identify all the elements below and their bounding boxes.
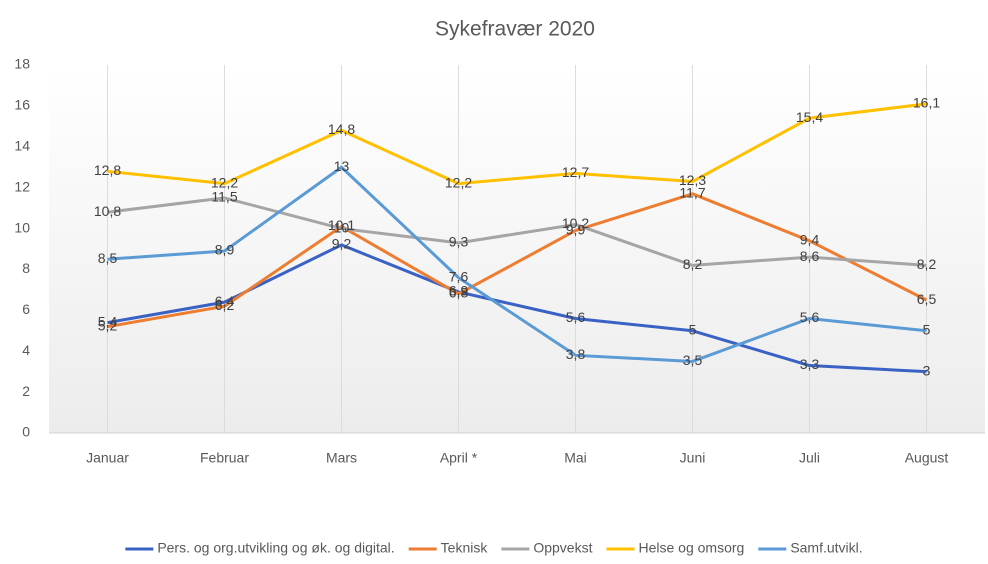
y-tick-label: 10 [14,219,30,235]
data-label: 6,4 [215,293,235,309]
series-line [107,192,928,329]
data-label: 3,5 [683,352,703,368]
y-tick-label: 12 [14,178,30,194]
y-tick-label: 16 [14,97,30,113]
data-label: 9,3 [449,234,469,250]
data-label: 12,7 [562,164,589,180]
data-label: 8,6 [800,248,820,264]
data-label: 5,4 [98,313,118,329]
data-label: 6,8 [449,285,469,301]
data-label: 5,6 [566,309,586,325]
x-tick-label: Mars [326,450,357,466]
x-tick-label: Februar [200,450,249,466]
data-label: 16,1 [913,95,940,111]
data-label: 10,8 [94,203,121,219]
x-tick-label: Januar [86,450,129,466]
data-label: 9,2 [332,236,352,252]
y-tick-label: 14 [14,137,30,153]
data-label: 12,2 [445,174,472,190]
data-label: 11,5 [211,189,237,205]
data-label: 6,9 [449,283,469,299]
y-tick-label: 18 [14,56,30,72]
data-label: 5 [689,321,697,337]
chart-title: Sykefravær 2020 [435,18,595,41]
x-tick-label: August [905,450,949,466]
y-tick-label: 8 [22,260,30,276]
legend-label: Samf.utvikl. [790,540,862,556]
data-label: 6,5 [917,291,937,307]
series-line [107,102,927,186]
series-line [107,165,927,363]
data-label: 10 [334,219,350,235]
data-label: 9,9 [566,221,586,237]
data-label: 12,2 [211,174,238,190]
data-label: 7,6 [449,268,469,284]
y-tick-label: 2 [22,383,30,399]
data-label: 10,2 [562,215,589,231]
y-tick-label: 4 [22,342,30,358]
data-label: 8,9 [215,242,235,258]
legend-label: Oppvekst [533,540,592,556]
data-label: 5,2 [98,317,118,333]
y-tick-label: 0 [22,424,30,440]
series-line [107,196,927,267]
data-label: 5,6 [800,309,820,325]
x-tick-label: April * [440,450,478,466]
data-label: 8,2 [917,256,937,272]
data-label: 10,1 [328,217,355,233]
legend-label: Teknisk [441,540,489,556]
data-label: 8,2 [683,256,703,272]
data-label: 6,2 [215,297,235,313]
data-label: 3 [923,362,931,378]
data-label: 9,4 [800,232,820,248]
plot-area [49,65,985,433]
data-label: 15,4 [796,109,823,125]
data-label: 12,8 [94,162,121,178]
data-label: 8,5 [98,250,118,266]
data-label: 14,8 [328,121,355,137]
x-tick-label: Mai [564,450,587,466]
data-label: 3,3 [800,356,820,372]
x-tick-label: Juni [680,450,706,466]
data-label: 13 [334,158,350,174]
x-tick-label: Juli [799,450,820,466]
y-tick-label: 6 [22,301,30,317]
legend-label: Helse og omsorg [638,540,744,556]
data-label: 5 [923,321,931,337]
data-label: 12,3 [679,172,706,188]
data-label: 11,7 [679,185,705,201]
data-label: 3,8 [566,346,586,362]
legend-label: Pers. og org.utvikling og øk. og digital… [157,540,394,556]
